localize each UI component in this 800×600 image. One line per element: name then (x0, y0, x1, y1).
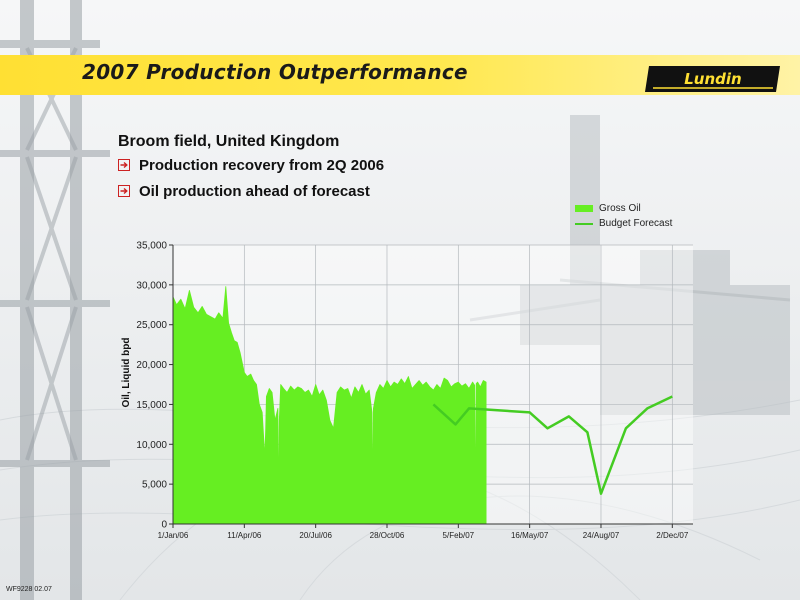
y-tick-label: 5,000 (142, 480, 167, 491)
legend-swatch-area (575, 205, 593, 212)
x-tick-label: 20/Jul/06 (299, 531, 332, 540)
x-tick-label: 28/Oct/06 (370, 531, 405, 540)
bullet-text: Oil production ahead of forecast (139, 183, 370, 200)
chart-legend: Gross Oil Budget Forecast (575, 202, 672, 232)
bullet-item: Production recovery from 2Q 2006 (118, 156, 384, 182)
legend-label: Budget Forecast (599, 218, 673, 229)
x-tick-label: 1/Jan/06 (158, 531, 189, 540)
x-tick-label: 24/Aug/07 (583, 531, 620, 540)
legend-item-gross-oil: Gross Oil (575, 202, 672, 217)
series-area-gross-oil (172, 286, 487, 525)
legend-label: Gross Oil (599, 203, 641, 214)
y-tick-label: 15,000 (136, 400, 167, 411)
headline: Broom field, United Kingdom (118, 133, 340, 150)
slide-title: 2007 Production Outperformance (82, 60, 468, 84)
legend-swatch-line (575, 223, 593, 225)
series-line-budget-forecast (432, 395, 673, 495)
y-tick-label: 35,000 (136, 241, 167, 252)
y-tick-label: 10,000 (136, 440, 167, 451)
bullet-item: Oil production ahead of forecast (118, 182, 384, 208)
x-tick-label: 2/Dec/07 (656, 531, 689, 540)
bullet-text: Production recovery from 2Q 2006 (139, 157, 385, 174)
logo-text: Lundin (684, 70, 741, 88)
arrow-box-icon (118, 185, 130, 197)
x-tick-label: 11/Apr/06 (227, 531, 262, 540)
footer-code: WF9228 02.07 (6, 586, 52, 593)
y-tick-label: 0 (161, 520, 167, 531)
y-tick-label: 20,000 (136, 360, 167, 371)
legend-item-budget-forecast: Budget Forecast (575, 217, 672, 232)
arrow-box-icon (118, 159, 130, 171)
bullet-list: Production recovery from 2Q 2006 Oil pro… (118, 156, 384, 208)
y-tick-label: 25,000 (136, 320, 167, 331)
y-axis-label: Oil, Liquid bpd (121, 338, 132, 408)
x-tick-label: 16/May/07 (511, 531, 549, 540)
y-tick-label: 30,000 (136, 280, 167, 291)
lundin-logo: Lundin (645, 66, 780, 92)
x-tick-label: 5/Feb/07 (443, 531, 475, 540)
